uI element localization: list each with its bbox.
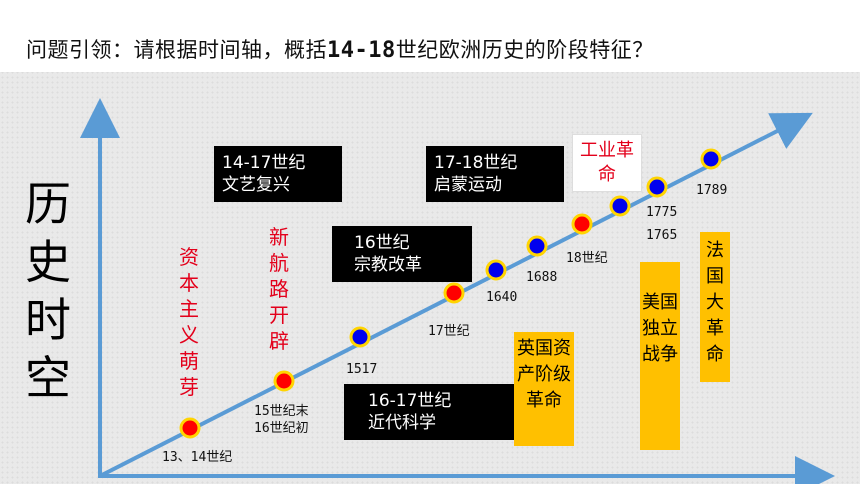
- label-1775: 1775: [646, 205, 678, 220]
- label-1640: 1640: [486, 290, 518, 305]
- question-suffix: 世纪欧洲历史的阶段特征？: [395, 38, 654, 62]
- question-header: 问题引领：请根据时间轴，概括14-18世纪欧洲历史的阶段特征？: [0, 0, 860, 72]
- capitalism-sprouts-label: 资本主义萌芽: [179, 245, 199, 399]
- timeline-point-8: [646, 176, 668, 198]
- reformation-name: 宗教改革: [354, 255, 422, 275]
- reformation-period: 16世纪: [354, 233, 410, 253]
- english-revolution-box: 英国资产阶级革命: [514, 332, 574, 446]
- science-period: 16-17世纪: [368, 391, 452, 411]
- timeline-point-6: [571, 213, 593, 235]
- century-range: 14-18: [327, 38, 396, 63]
- enlightenment-box: 17-18世纪 启蒙运动: [426, 146, 564, 202]
- industrial-revolution-label: 工业革命: [572, 134, 642, 192]
- american-war-box: 美国独立战争: [640, 262, 680, 450]
- timeline-point-1: [273, 370, 295, 392]
- renaissance-period: 14-17世纪: [222, 153, 306, 173]
- science-name: 近代科学: [368, 413, 436, 433]
- label-17c: 17世纪: [428, 324, 470, 339]
- label-15-16c: 15世纪末 16世纪初: [254, 404, 309, 436]
- timeline-point-3: [443, 282, 465, 304]
- label-18c: 18世纪: [566, 251, 608, 266]
- question-text: 问题引领：请根据时间轴，概括14-18世纪欧洲历史的阶段特征？: [26, 34, 654, 64]
- side-title: 历史时空: [25, 177, 71, 405]
- timeline-point-0: [179, 417, 201, 439]
- enlightenment-period: 17-18世纪: [434, 153, 518, 173]
- label-1789: 1789: [696, 183, 728, 198]
- label-13-14c: 13、14世纪: [162, 450, 233, 465]
- enlightenment-name: 启蒙运动: [434, 175, 502, 195]
- new-routes-label: 新航路开辟: [269, 225, 289, 353]
- timeline-point-5: [526, 235, 548, 257]
- timeline-point-2: [349, 326, 371, 348]
- timeline-point-7: [609, 195, 631, 217]
- label-1765: 1765: [646, 228, 678, 243]
- label-1688: 1688: [526, 270, 558, 285]
- label-1517: 1517: [346, 362, 378, 377]
- timeline-point-4: [485, 259, 507, 281]
- renaissance-box: 14-17世纪 文艺复兴: [214, 146, 342, 202]
- reformation-box: 16世纪 宗教改革: [332, 226, 472, 282]
- timeline-point-9: [700, 148, 722, 170]
- french-revolution-box: 法国大革命: [700, 232, 730, 382]
- renaissance-name: 文艺复兴: [222, 175, 290, 195]
- question-prefix: 问题引领：请根据时间轴，概括: [26, 38, 327, 62]
- science-box: 16-17世纪 近代科学: [344, 384, 526, 440]
